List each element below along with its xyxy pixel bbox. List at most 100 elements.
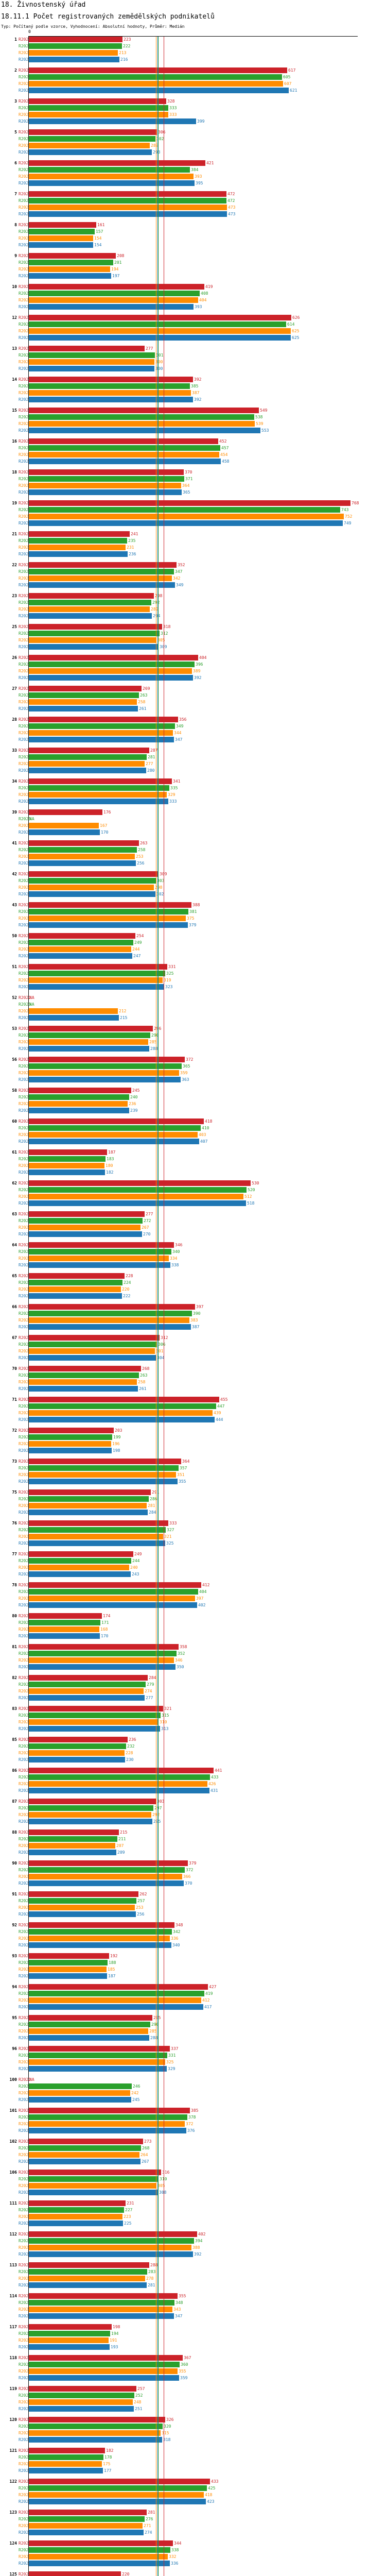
bar	[29, 1211, 145, 1217]
bar-value-label: 393	[195, 174, 202, 179]
group-spacer	[0, 94, 386, 98]
group-spacer	[0, 465, 386, 469]
chart-group: 92 R2022 348 R2023 342 R2024 336 R2025 340	[0, 1922, 386, 1948]
chart-row: R2022 328	[0, 98, 386, 105]
bar-value-label: 347	[175, 2314, 183, 2318]
group-index-label: 78	[12, 1583, 17, 1587]
series-label-r2023: R2023	[19, 1991, 31, 1996]
bar	[29, 57, 119, 62]
bar	[29, 273, 111, 279]
group-index-label: 25	[12, 624, 17, 629]
bar-value-label: 227	[125, 2208, 133, 2212]
chart-row: R2024 366	[0, 1873, 386, 1880]
series-label-r2022: R2022	[19, 841, 31, 845]
bar-value-label: 176	[103, 810, 111, 815]
series-label-r2023: R2023	[19, 2517, 31, 2521]
bar	[29, 1540, 165, 1546]
chart-row: R2025 239	[0, 1107, 386, 1114]
chart-group: 78 R2022 412 R2023 404 R2024 397 R2025 402	[0, 1582, 386, 1608]
bar	[29, 1664, 176, 1670]
bar	[29, 809, 102, 815]
chart-row: R2022 284	[0, 1674, 386, 1681]
series-label-r2025: R2025	[19, 57, 31, 62]
group-index-label: 123	[9, 2510, 17, 2515]
group-spacer	[0, 279, 386, 283]
series-label-r2023: R2023	[19, 137, 31, 141]
group-spacer	[0, 1330, 386, 1334]
series-label-r2023: R2023	[19, 662, 31, 667]
chart-row: R2025 423	[0, 2498, 386, 2505]
group-index-label: 62	[12, 1181, 17, 1185]
bar-value-label: 383	[190, 1318, 198, 1323]
chart-group: 64 R2022 346 R2023 340 R2024 334 R2025 338	[0, 1242, 386, 1268]
chart-row: R2024 334	[0, 1255, 386, 1262]
chart-row: R2023 331	[0, 2052, 386, 2059]
chart-row: R2023 211	[0, 1836, 386, 1842]
bar	[29, 2324, 112, 2330]
chart-row: R2025 236	[0, 551, 386, 557]
chart-row: R2023 394	[0, 2238, 386, 2244]
chart-row: R2022 198	[0, 2324, 386, 2330]
series-label-r2022: R2022	[19, 130, 31, 134]
bar-value-label: 309	[160, 643, 167, 650]
bar	[29, 253, 116, 259]
group-spacer	[0, 2196, 386, 2200]
chart-row: R2023 371	[0, 476, 386, 482]
chart-row: R2025 302	[0, 891, 386, 897]
chart-group: 66 R2022 397 R2023 390 R2024 383 R2025 387	[0, 1303, 386, 1330]
chart-group: 77 R2022 249 R2023 244 R2024 240 R2025 243	[0, 1551, 386, 1578]
group-spacer	[0, 557, 386, 562]
chart-row: R2022296	[0, 1025, 386, 1032]
group-index-label: 72	[12, 1428, 17, 1433]
bar-value-label: 387	[192, 391, 200, 395]
series-label-r2023: R2023	[19, 971, 31, 976]
bar-value-label: 280	[147, 768, 155, 773]
bar	[29, 1324, 191, 1330]
series-label-r2024: R2024	[19, 1071, 31, 1075]
chart-row: R2023 199	[0, 1434, 386, 1440]
series-label-r2023: R2023	[19, 1311, 31, 1316]
series-label-r2022: R2022	[19, 1335, 31, 1340]
chart-row: R2025 216	[0, 56, 386, 63]
bar-value-label: 358	[180, 1645, 187, 1649]
series-label-r2022: R2022	[19, 1799, 31, 1804]
series-label-r2024: R2024	[19, 2307, 31, 2312]
group-index-label: 7	[14, 192, 17, 196]
chart-row: R2024 319	[0, 977, 386, 984]
series-label-r2022: R2022	[19, 253, 31, 258]
series-label-r2022: R2022	[19, 2232, 31, 2236]
group-spacer	[0, 248, 386, 252]
group-spacer	[0, 1979, 386, 1984]
group-index-label: 125	[9, 2572, 17, 2576]
series-label-r2022: R2022	[19, 68, 31, 73]
bar	[29, 922, 188, 928]
group-spacer	[0, 897, 386, 902]
chart-row: R2025 355	[0, 1478, 386, 1485]
chart-row: R2025 473	[0, 211, 386, 217]
series-label-r2025: R2025	[19, 1386, 31, 1391]
series-label-r2023: R2023	[19, 1868, 31, 1872]
bar	[29, 112, 168, 117]
bar-value-label: 343	[173, 2307, 181, 2312]
chart-row: R2025 395	[0, 180, 386, 187]
bar-value-label: 154	[94, 243, 102, 247]
bar	[29, 1682, 146, 1687]
series-label-r2025: R2025	[19, 490, 31, 495]
bar	[29, 2108, 190, 2113]
chart-row: R2023 227	[0, 2207, 386, 2213]
chart-row: R2024 242	[0, 2090, 386, 2096]
bar	[29, 408, 259, 413]
series-label-r2025: R2025	[19, 2097, 31, 2102]
bar	[29, 2004, 203, 2010]
group-spacer	[0, 2443, 386, 2447]
chart-row: R2025 270	[0, 1231, 386, 1238]
bar	[29, 2139, 143, 2144]
chart-row: R2024 212	[0, 1008, 386, 1014]
series-label-r2025: R2025	[19, 1077, 31, 1082]
bar	[29, 414, 254, 420]
chart-row: R2025 407	[0, 1138, 386, 1145]
chart-row: R2024 346	[0, 1657, 386, 1664]
series-label-r2025: R2025	[19, 675, 31, 680]
bar-value-label: 215	[120, 1830, 128, 1835]
series-label-r2024: R2024	[19, 1565, 31, 1570]
